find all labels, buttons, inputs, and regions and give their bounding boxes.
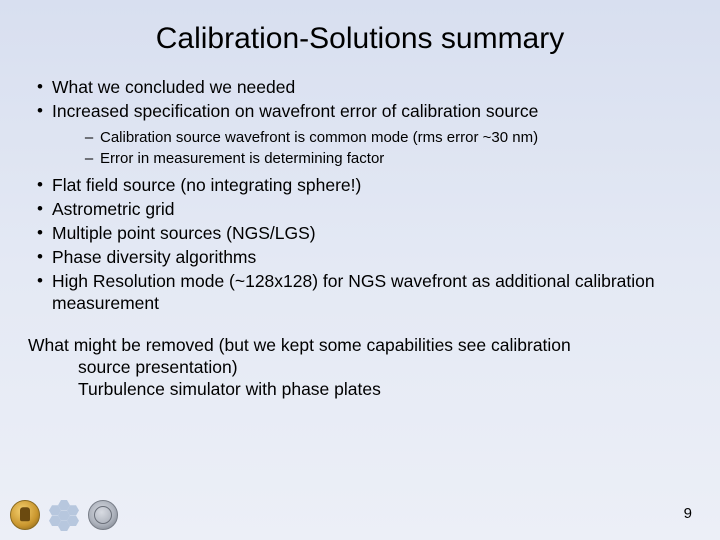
sub-bullet-item: – Error in measurement is determining fa… <box>78 149 692 169</box>
bullet-item: • What we concluded we needed <box>28 76 692 98</box>
bullet-text: Flat field source (no integrating sphere… <box>52 174 361 196</box>
bullet-item: • Increased specification on wavefront e… <box>28 100 692 122</box>
sub-bullet-item: – Calibration source wavefront is common… <box>78 128 692 148</box>
bullet-text: High Resolution mode (~128x128) for NGS … <box>52 270 692 314</box>
sub-bullet-marker: – <box>78 128 100 148</box>
removed-text: Turbulence simulator with phase plates <box>78 378 692 400</box>
bullet-marker: • <box>28 222 52 244</box>
slide-title: Calibration-Solutions summary <box>0 22 720 56</box>
logo-badge-icon <box>10 500 40 530</box>
bullet-text: Multiple point sources (NGS/LGS) <box>52 222 316 244</box>
sub-bullet-text: Error in measurement is determining fact… <box>100 149 384 169</box>
bullet-item: • High Resolution mode (~128x128) for NG… <box>28 270 692 314</box>
bullet-text: Astrometric grid <box>52 198 175 220</box>
removed-section: What might be removed (but we kept some … <box>28 334 692 400</box>
bullet-text: Phase diversity algorithms <box>52 246 256 268</box>
content-area: • What we concluded we needed • Increase… <box>28 76 692 400</box>
bullet-item: • Phase diversity algorithms <box>28 246 692 268</box>
bullet-item: • Multiple point sources (NGS/LGS) <box>28 222 692 244</box>
logo-seal-icon <box>88 500 118 530</box>
bullet-marker: • <box>28 76 52 98</box>
logo-hex-icon <box>46 500 82 530</box>
removed-text: What might be removed (but we kept some … <box>28 334 692 356</box>
bullet-marker: • <box>28 198 52 220</box>
bullet-marker: • <box>28 174 52 196</box>
sub-bullet-text: Calibration source wavefront is common m… <box>100 128 538 148</box>
bullet-text: What we concluded we needed <box>52 76 295 98</box>
slide: Calibration-Solutions summary • What we … <box>0 0 720 540</box>
bullet-marker: • <box>28 246 52 268</box>
bullet-item: • Astrometric grid <box>28 198 692 220</box>
removed-text: source presentation) <box>78 356 692 378</box>
bullet-item: • Flat field source (no integrating sphe… <box>28 174 692 196</box>
bullet-marker: • <box>28 270 52 292</box>
bullet-marker: • <box>28 100 52 122</box>
footer-logos <box>10 500 118 530</box>
bullet-text: Increased specification on wavefront err… <box>52 100 538 122</box>
sub-bullet-marker: – <box>78 149 100 169</box>
page-number: 9 <box>684 505 692 522</box>
